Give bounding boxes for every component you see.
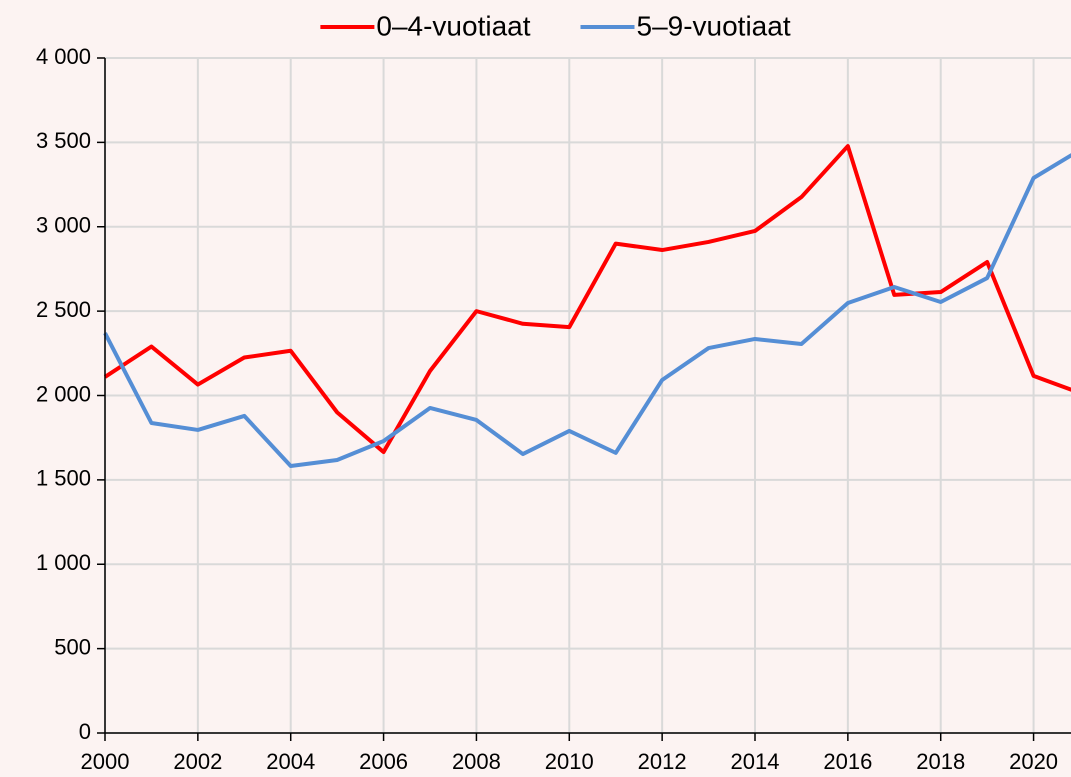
y-tick-label: 2 500	[36, 297, 91, 322]
x-tick-label: 2014	[731, 749, 780, 774]
x-tick-label: 2008	[452, 749, 501, 774]
x-tick-label: 2006	[359, 749, 408, 774]
y-tick-label: 2 000	[36, 381, 91, 406]
y-tick-label: 0	[79, 719, 91, 744]
y-tick-label: 500	[54, 634, 91, 659]
x-tick-label: 2020	[1009, 749, 1058, 774]
legend-label: 0–4-vuotiaat	[376, 10, 530, 41]
data-line	[103, 153, 1071, 469]
x-tick-label: 2016	[823, 749, 872, 774]
legend-item: 5–9-vuotiaat	[580, 10, 791, 41]
y-tick-label: 4 000	[36, 44, 91, 69]
legend-label: 5–9-vuotiaat	[637, 10, 791, 41]
x-tick-label: 2000	[81, 749, 130, 774]
x-tick-label: 2002	[173, 749, 222, 774]
x-tick-label: 2018	[916, 749, 965, 774]
y-tick-label: 3 000	[36, 213, 91, 238]
legend-item: 0–4-vuotiaat	[320, 10, 531, 41]
x-tick-label: 2004	[266, 749, 315, 774]
y-tick-label: 1 000	[36, 550, 91, 575]
legend: 0–4-vuotiaat 5–9-vuotiaat	[320, 10, 791, 41]
y-tick-label: 3 500	[36, 128, 91, 153]
plot-lines	[103, 144, 1071, 469]
x-tick-label: 2012	[638, 749, 687, 774]
y-tick-label: 1 500	[36, 466, 91, 491]
x-tick-label: 2010	[545, 749, 594, 774]
grid	[104, 57, 1071, 734]
axes: 0 500 1 000 1 500 2 000 2 500 3 000 3 500 4 000 2…	[36, 44, 1071, 774]
